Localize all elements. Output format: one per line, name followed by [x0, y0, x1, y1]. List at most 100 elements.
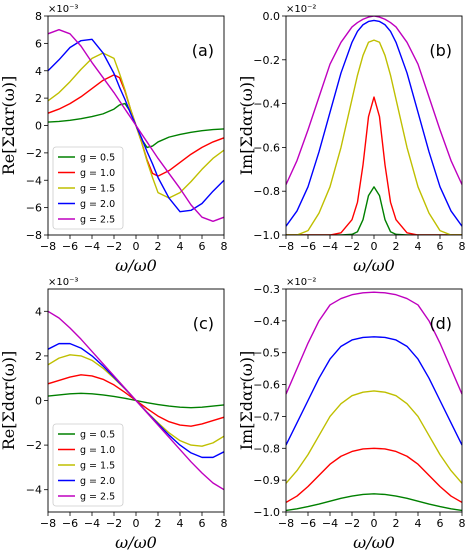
y-axis-label: Re[Σdαr(ω)]	[0, 351, 18, 451]
axis-multiplier: ×10⁻²	[286, 4, 316, 15]
x-tick-label: 4	[415, 240, 422, 253]
legend-entry: g = 0.5	[80, 153, 115, 164]
x-tick-label: −8	[278, 240, 294, 253]
series-line-d-4	[286, 291, 462, 395]
x-tick-label: 6	[437, 240, 444, 253]
y-tick-label: −6	[26, 202, 42, 215]
x-tick-label: 8	[221, 517, 228, 530]
x-tick-label: −6	[62, 517, 78, 530]
y-tick-label: 0.0	[263, 10, 281, 23]
series-line-b-4	[286, 16, 462, 185]
y-tick-label: 8	[35, 10, 42, 23]
x-tick-label: 8	[221, 240, 228, 253]
y-tick-label: −4	[26, 484, 42, 497]
panel-label: (c)	[193, 314, 214, 333]
legend-box	[52, 423, 124, 507]
y-tick-label: −0.5	[253, 347, 280, 360]
y-tick-label: −1.0	[253, 229, 280, 242]
panel-d: −8 −6 −4 −2 0 2 4 6 8 −1.0 −0.9 −0.8 −0.7 −0.6 −0.5 −0.…	[237, 277, 466, 552]
legend-entry: g = 1.5	[80, 461, 115, 472]
x-tick-label: 4	[415, 517, 422, 530]
x-tick-label: 4	[177, 240, 184, 253]
axis-multiplier: ×10⁻³	[48, 4, 78, 15]
y-tick-label: −2	[26, 147, 42, 160]
x-tick-label: 8	[459, 240, 466, 253]
x-tick-label: 0	[133, 240, 140, 253]
y-tick-label: −0.8	[253, 442, 280, 455]
x-tick-label: −4	[322, 240, 338, 253]
legend: g = 0.5 g = 1.0 g = 1.5 g = 2.0 g = 2.5	[52, 146, 124, 230]
y-tick-label: 6	[35, 37, 42, 50]
series-line-b-1	[286, 96, 462, 235]
y-tick-label: −0.8	[253, 185, 280, 198]
series-line-b-2	[286, 39, 462, 235]
series-line-b-3	[286, 19, 462, 227]
x-tick-label: −6	[300, 240, 316, 253]
y-tick-label: −2	[26, 439, 42, 452]
y-tick-label: −0.4	[253, 98, 280, 111]
y-tick-label: −0.9	[253, 474, 280, 487]
y-axis-label: Im[Σdαr(ω)]	[237, 76, 256, 176]
legend-box	[52, 146, 124, 230]
x-tick-label: −4	[322, 517, 338, 530]
x-tick-label: −4	[84, 240, 100, 253]
legend-entry: g = 2.5	[80, 215, 115, 226]
x-tick-label: −6	[300, 517, 316, 530]
y-tick-label: −0.6	[253, 379, 280, 392]
x-tick-label: −4	[84, 517, 100, 530]
x-tick-label: −6	[62, 240, 78, 253]
x-tick-label: 0	[133, 517, 140, 530]
x-tick-label: 2	[155, 517, 162, 530]
panel-b: −8 −6 −4 −2 0 2 4 6 8 −1.0 −0.8 −0.6 −0.4 −0.2 0.0 ×10⁻…	[237, 4, 466, 275]
x-tick-label: 0	[371, 517, 378, 530]
legend-entry: g = 2.0	[80, 199, 115, 210]
x-tick-label: −2	[106, 517, 122, 530]
panel-c: −8 −6 −4 −2 0 2 4 6 8 −4 −2 0 2 4 ×10⁻³ (c) ω/ω0 Re[Σdαr(…	[0, 277, 228, 552]
x-axis-label: ω/ω0	[353, 533, 395, 552]
legend-entry: g = 1.0	[80, 445, 115, 456]
y-axis-label: Im[Σdαr(ω)]	[237, 351, 256, 451]
x-tick-label: −8	[278, 517, 294, 530]
series-line-d-0	[286, 493, 462, 512]
y-tick-label: −1.0	[253, 506, 280, 519]
y-tick-label: 4	[35, 65, 42, 78]
legend-entry: g = 1.5	[80, 184, 115, 195]
y-tick-label: 0	[35, 120, 42, 133]
y-tick-label: −0.3	[253, 283, 280, 296]
series-line-a-4	[48, 28, 224, 223]
panel-label: (d)	[429, 314, 452, 333]
axis-multiplier: ×10⁻³	[48, 277, 78, 288]
legend: g = 0.5 g = 1.0 g = 1.5 g = 2.0 g = 2.5	[52, 423, 124, 507]
x-axis-label: ω/ω0	[115, 533, 157, 552]
x-tick-label: 4	[177, 517, 184, 530]
y-tick-label: 2	[35, 350, 42, 363]
y-tick-label: −4	[26, 174, 42, 187]
x-tick-label: 6	[199, 517, 206, 530]
x-tick-label: −8	[40, 517, 56, 530]
y-tick-label: 2	[35, 92, 42, 105]
x-tick-label: 6	[437, 517, 444, 530]
axis-multiplier: ×10⁻²	[286, 277, 316, 288]
panel-a: −8 −6 −4 −2 0 2 4 6 8 −8 −6 −4 −2 0 2 4 6 8 ×10⁻³ (a) ω/ω0 Re…	[0, 4, 228, 275]
y-tick-label: −0.2	[253, 54, 280, 67]
legend-entry: g = 1.0	[80, 168, 115, 179]
legend-entry: g = 2.5	[80, 492, 115, 503]
x-tick-label: 2	[393, 240, 400, 253]
y-tick-label: −8	[26, 229, 42, 242]
x-tick-label: −2	[344, 240, 360, 253]
legend-entry: g = 2.0	[80, 476, 115, 487]
y-tick-label: −0.6	[253, 141, 280, 154]
x-tick-label: 2	[155, 240, 162, 253]
series-line-d-1	[286, 447, 462, 504]
series-line-c-4	[48, 310, 224, 491]
x-tick-label: 0	[371, 240, 378, 253]
x-tick-label: 6	[199, 240, 206, 253]
y-tick-label: 4	[35, 305, 42, 318]
x-tick-label: 8	[459, 517, 466, 530]
x-axis-label: ω/ω0	[115, 256, 157, 275]
legend-entry: g = 0.5	[80, 430, 115, 441]
x-tick-label: −2	[106, 240, 122, 253]
y-tick-label: 0	[35, 395, 42, 408]
panel-label: (a)	[192, 41, 214, 60]
